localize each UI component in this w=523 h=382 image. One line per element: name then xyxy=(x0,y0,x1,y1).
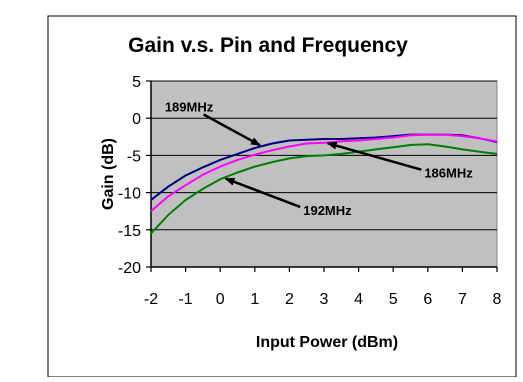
y-tick-label: -20 xyxy=(118,260,141,277)
y-tick-label: 5 xyxy=(132,74,141,91)
y-tick-label: -5 xyxy=(127,148,141,165)
annotation-label: 189MHz xyxy=(165,100,214,115)
y-tick-label: -10 xyxy=(118,186,141,203)
series-lines xyxy=(150,133,498,235)
annotation-label: 186MHz xyxy=(424,166,473,181)
annotations: 189MHz 186MHz 192MHz xyxy=(165,100,473,218)
y-tick-labels: 5 0 -5 -10 -15 -20 xyxy=(118,74,141,277)
annotation-arrow xyxy=(203,113,261,147)
y-axis-label: Gain (dB) xyxy=(100,138,117,210)
x-tick-label: -2 xyxy=(144,291,158,308)
x-tick-label: -1 xyxy=(178,291,192,308)
chart-title: Gain v.s. Pin and Frequency xyxy=(128,34,408,57)
x-tick-label: 7 xyxy=(458,291,467,308)
annotation-arrow xyxy=(326,141,422,171)
plot-area xyxy=(150,80,498,268)
y-tick-label: -15 xyxy=(118,223,141,240)
annotation-arrow xyxy=(224,177,301,209)
x-tick-label: 2 xyxy=(285,291,294,308)
x-tick-labels: -2 -1 0 1 2 3 4 5 6 7 8 xyxy=(144,291,502,308)
axes xyxy=(146,80,498,272)
y-tick-label: 0 xyxy=(132,111,141,128)
x-tick-label: 8 xyxy=(493,291,502,308)
x-tick-label: 4 xyxy=(354,291,363,308)
x-tick-label: 1 xyxy=(250,291,259,308)
x-tick-label: 5 xyxy=(389,291,398,308)
x-tick-label: 0 xyxy=(216,291,225,308)
series-line-186MHz xyxy=(150,133,498,212)
x-tick-label: 6 xyxy=(423,291,432,308)
series-line-192MHz xyxy=(150,143,498,235)
x-tick-label: 3 xyxy=(320,291,329,308)
annotation-label: 192MHz xyxy=(303,203,352,218)
x-axis-label: Input Power (dBm) xyxy=(256,334,398,351)
